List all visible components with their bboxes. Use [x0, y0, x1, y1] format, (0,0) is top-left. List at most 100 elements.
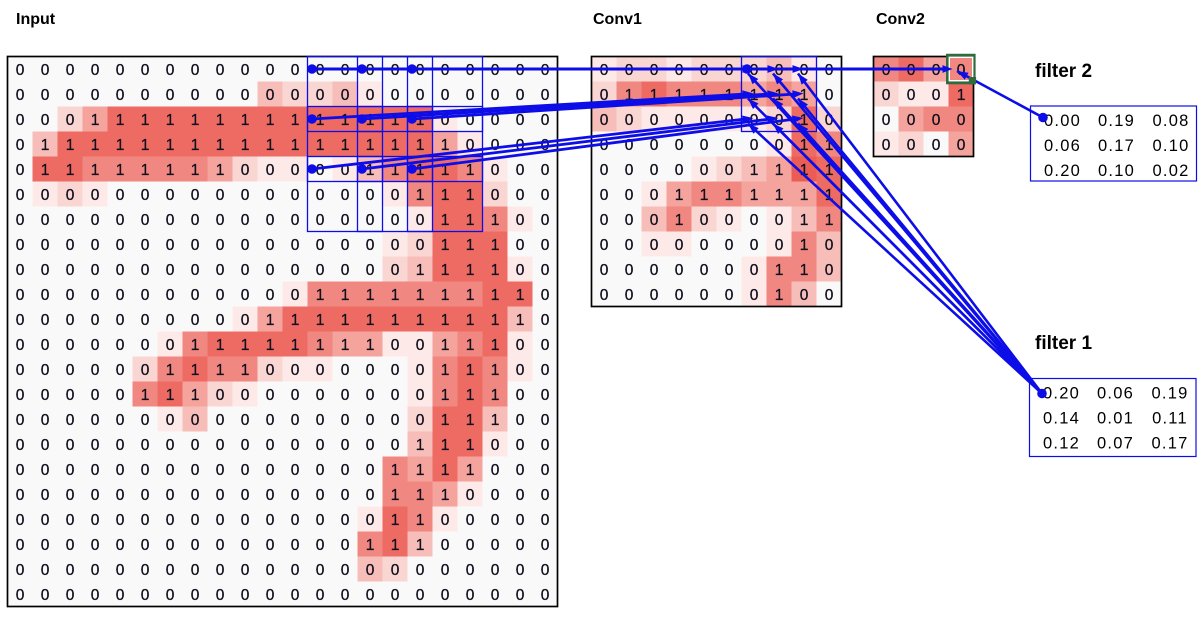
svg-text:0: 0 — [366, 187, 375, 204]
svg-text:1: 1 — [116, 112, 125, 129]
svg-text:0: 0 — [291, 412, 300, 429]
svg-text:0: 0 — [141, 262, 150, 279]
svg-text:0: 0 — [91, 537, 100, 554]
svg-text:0: 0 — [650, 137, 659, 154]
svg-text:1: 1 — [141, 387, 150, 404]
svg-text:0: 0 — [16, 512, 25, 529]
svg-text:0: 0 — [291, 162, 300, 179]
svg-text:0: 0 — [241, 537, 250, 554]
svg-text:0: 0 — [266, 362, 275, 379]
svg-text:0: 0 — [91, 262, 100, 279]
svg-text:1: 1 — [800, 187, 809, 204]
svg-text:1: 1 — [241, 137, 250, 154]
svg-text:1: 1 — [216, 162, 225, 179]
svg-text:1: 1 — [441, 187, 450, 204]
svg-text:0: 0 — [675, 287, 684, 304]
svg-text:0: 0 — [416, 587, 425, 604]
svg-text:0: 0 — [166, 187, 175, 204]
svg-text:0: 0 — [291, 287, 300, 304]
svg-text:0: 0 — [491, 537, 500, 554]
svg-text:1: 1 — [66, 162, 75, 179]
svg-text:1: 1 — [466, 237, 475, 254]
svg-text:0: 0 — [750, 262, 759, 279]
svg-text:0: 0 — [166, 562, 175, 579]
svg-text:1: 1 — [466, 412, 475, 429]
svg-text:1: 1 — [266, 337, 275, 354]
svg-text:0: 0 — [291, 212, 300, 229]
svg-text:1: 1 — [216, 337, 225, 354]
svg-text:0: 0 — [316, 437, 325, 454]
svg-text:0: 0 — [541, 362, 550, 379]
svg-text:1: 1 — [491, 237, 500, 254]
svg-text:0: 0 — [416, 562, 425, 579]
svg-text:0: 0 — [516, 362, 525, 379]
svg-text:0: 0 — [541, 312, 550, 329]
svg-text:0: 0 — [650, 262, 659, 279]
svg-text:0: 0 — [116, 262, 125, 279]
svg-text:1: 1 — [800, 262, 809, 279]
svg-text:0: 0 — [216, 437, 225, 454]
svg-text:0: 0 — [675, 262, 684, 279]
svg-text:1: 1 — [650, 87, 659, 104]
svg-text:0: 0 — [41, 362, 50, 379]
svg-text:1: 1 — [441, 337, 450, 354]
svg-text:1: 1 — [166, 362, 175, 379]
svg-text:0: 0 — [516, 487, 525, 504]
svg-text:0: 0 — [66, 362, 75, 379]
svg-text:1: 1 — [316, 337, 325, 354]
svg-text:1: 1 — [700, 187, 709, 204]
svg-text:0: 0 — [541, 262, 550, 279]
svg-text:0: 0 — [16, 462, 25, 479]
svg-text:0: 0 — [266, 437, 275, 454]
svg-text:0: 0 — [66, 287, 75, 304]
svg-text:1: 1 — [316, 137, 325, 154]
svg-text:0: 0 — [341, 462, 350, 479]
svg-text:0: 0 — [141, 512, 150, 529]
svg-text:0: 0 — [316, 187, 325, 204]
svg-text:1: 1 — [341, 337, 350, 354]
svg-text:1: 1 — [466, 387, 475, 404]
svg-text:0: 0 — [391, 212, 400, 229]
svg-text:0: 0 — [491, 187, 500, 204]
svg-text:1: 1 — [957, 87, 966, 104]
svg-text:0: 0 — [316, 262, 325, 279]
svg-text:0: 0 — [541, 562, 550, 579]
svg-text:0: 0 — [291, 512, 300, 529]
svg-text:0: 0 — [316, 362, 325, 379]
svg-text:1: 1 — [416, 112, 425, 129]
svg-text:0: 0 — [750, 137, 759, 154]
svg-text:1: 1 — [416, 287, 425, 304]
svg-text:0: 0 — [391, 87, 400, 104]
svg-text:0: 0 — [66, 237, 75, 254]
svg-text:0: 0 — [16, 587, 25, 604]
svg-text:1: 1 — [191, 112, 200, 129]
svg-text:0: 0 — [91, 437, 100, 454]
svg-text:1: 1 — [441, 212, 450, 229]
svg-text:0: 0 — [391, 187, 400, 204]
svg-text:0: 0 — [391, 412, 400, 429]
svg-text:0: 0 — [266, 162, 275, 179]
svg-text:0: 0 — [91, 312, 100, 329]
svg-text:0: 0 — [316, 512, 325, 529]
svg-text:0: 0 — [41, 62, 50, 79]
svg-text:0: 0 — [491, 137, 500, 154]
svg-text:1: 1 — [441, 287, 450, 304]
svg-text:0: 0 — [266, 62, 275, 79]
svg-text:0: 0 — [216, 87, 225, 104]
svg-text:0: 0 — [825, 237, 834, 254]
svg-text:0: 0 — [466, 487, 475, 504]
svg-text:0: 0 — [391, 587, 400, 604]
svg-text:0: 0 — [216, 387, 225, 404]
svg-text:1: 1 — [66, 137, 75, 154]
svg-text:1: 1 — [466, 212, 475, 229]
svg-text:0: 0 — [191, 237, 200, 254]
svg-text:0: 0 — [91, 462, 100, 479]
svg-text:0: 0 — [600, 137, 609, 154]
svg-text:0: 0 — [216, 62, 225, 79]
svg-text:0: 0 — [116, 387, 125, 404]
svg-text:1: 1 — [416, 137, 425, 154]
svg-text:0: 0 — [341, 362, 350, 379]
svg-text:1: 1 — [675, 212, 684, 229]
svg-text:1: 1 — [366, 162, 375, 179]
svg-text:0: 0 — [16, 187, 25, 204]
